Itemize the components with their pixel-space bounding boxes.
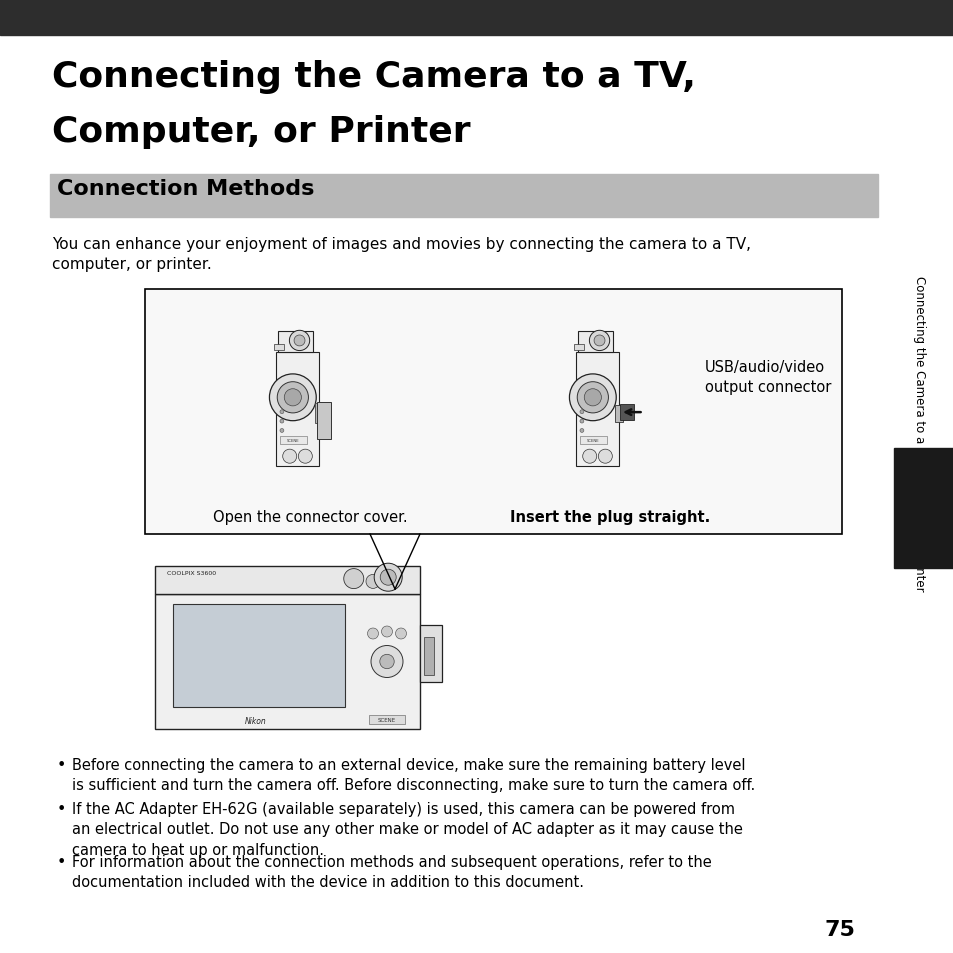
Circle shape — [269, 375, 315, 421]
Bar — [278, 332, 313, 353]
Text: COOLPIX S3600: COOLPIX S3600 — [167, 570, 216, 575]
Text: Before connecting the camera to an external device, make sure the remaining batt: Before connecting the camera to an exter… — [71, 758, 755, 793]
Text: USB/audio/video
output connector: USB/audio/video output connector — [704, 359, 830, 395]
Circle shape — [589, 331, 609, 352]
Circle shape — [277, 382, 308, 414]
Circle shape — [279, 429, 284, 433]
Text: For information about the connection methods and subsequent operations, refer to: For information about the connection met… — [71, 854, 711, 889]
Text: You can enhance your enjoyment of images and movies by connecting the camera to : You can enhance your enjoyment of images… — [52, 236, 750, 252]
Circle shape — [579, 411, 583, 415]
Bar — [423, 638, 434, 676]
Text: Insert the plug straight.: Insert the plug straight. — [509, 510, 709, 524]
Bar — [574, 345, 583, 351]
Bar — [315, 403, 323, 423]
Text: If the AC Adapter EH-62G (available separately) is used, this camera can be powe: If the AC Adapter EH-62G (available sepa… — [71, 801, 742, 857]
Text: •: • — [57, 801, 67, 816]
Bar — [275, 353, 318, 466]
Circle shape — [298, 450, 312, 464]
Bar — [0, 0, 953, 36]
Bar — [893, 449, 953, 568]
Text: 75: 75 — [823, 919, 855, 939]
Circle shape — [343, 569, 363, 589]
Circle shape — [594, 335, 604, 347]
Circle shape — [569, 375, 616, 421]
Bar — [145, 290, 841, 535]
Bar — [154, 566, 419, 595]
Bar — [172, 604, 345, 707]
Bar — [274, 345, 283, 351]
Bar — [154, 595, 419, 729]
Circle shape — [366, 575, 379, 589]
Bar — [619, 405, 634, 420]
Bar — [579, 436, 606, 444]
Circle shape — [579, 429, 583, 433]
Bar — [279, 436, 307, 444]
Bar — [575, 353, 618, 466]
Circle shape — [371, 646, 402, 678]
Bar — [419, 625, 441, 682]
Circle shape — [279, 419, 284, 423]
Circle shape — [279, 411, 284, 415]
Text: Connecting the Camera to a TV, Computer, or Printer: Connecting the Camera to a TV, Computer,… — [913, 276, 925, 591]
Circle shape — [579, 419, 583, 423]
Circle shape — [577, 382, 608, 414]
Text: Connection Methods: Connection Methods — [57, 179, 314, 199]
Text: Computer, or Printer: Computer, or Printer — [52, 115, 470, 149]
Bar — [615, 406, 622, 423]
Text: Connecting the Camera to a TV,: Connecting the Camera to a TV, — [52, 60, 695, 94]
Circle shape — [374, 563, 402, 592]
Bar — [50, 174, 877, 218]
Text: •: • — [57, 758, 67, 772]
Text: SCENE: SCENE — [287, 438, 299, 442]
Circle shape — [379, 655, 394, 669]
Circle shape — [395, 628, 406, 639]
Text: Open the connector cover.: Open the connector cover. — [213, 510, 407, 524]
Circle shape — [598, 450, 612, 464]
Circle shape — [367, 628, 378, 639]
Text: Nikon: Nikon — [245, 716, 266, 724]
Bar — [369, 716, 405, 724]
Circle shape — [289, 331, 310, 352]
Circle shape — [294, 335, 305, 347]
Circle shape — [382, 575, 396, 589]
Circle shape — [380, 570, 395, 585]
Text: computer, or printer.: computer, or printer. — [52, 256, 212, 272]
Text: SCENE: SCENE — [377, 718, 395, 722]
Circle shape — [583, 390, 600, 406]
Circle shape — [582, 450, 597, 464]
Circle shape — [284, 390, 301, 406]
Circle shape — [381, 626, 392, 638]
Circle shape — [282, 450, 296, 464]
Text: SCENE: SCENE — [586, 438, 598, 442]
Bar — [316, 402, 331, 439]
Bar — [578, 332, 612, 353]
Text: •: • — [57, 854, 67, 869]
